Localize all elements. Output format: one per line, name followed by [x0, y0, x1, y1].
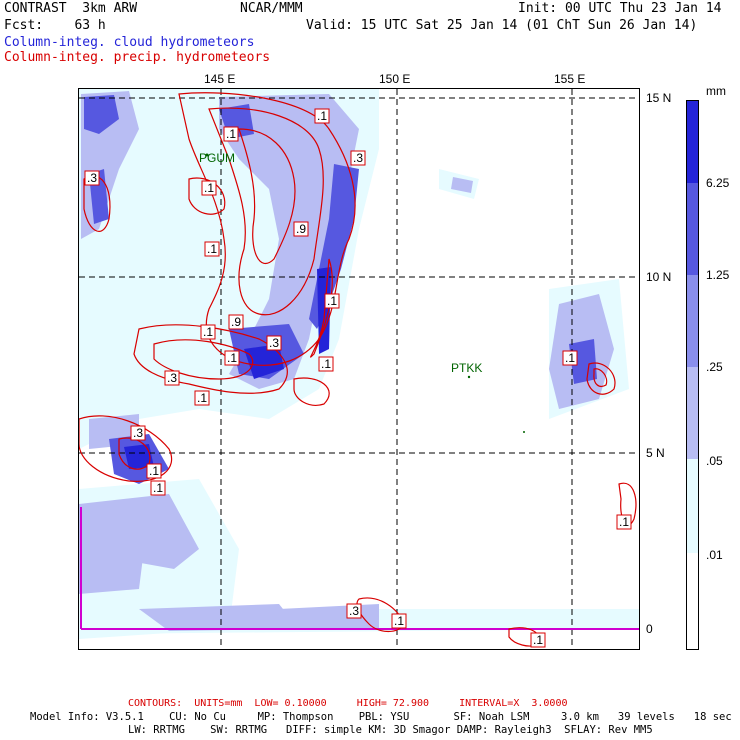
lat-label-5n: 5 N: [646, 446, 665, 460]
colorbar-segment: [687, 275, 698, 367]
contour-label: .1: [197, 391, 208, 405]
station-label-ptkk: PTKK: [451, 361, 483, 375]
lat-label-10n: 10 N: [646, 270, 672, 284]
model-info-line1: Model Info: V3.5.1 CU: No Cu MP: Thompso…: [30, 711, 732, 723]
contour-label: .3: [133, 426, 144, 440]
station-markers: [205, 153, 525, 433]
contour-label: .1: [533, 633, 544, 647]
model-title: CONTRAST 3km ARW: [4, 1, 138, 16]
contour-label: .1: [565, 351, 576, 365]
contour-label: .1: [207, 242, 218, 256]
colorbar-segment: [687, 553, 698, 649]
colorbar-label: .25: [706, 360, 723, 374]
contour-label: .1: [619, 515, 630, 529]
contour-label: .3: [87, 171, 98, 185]
colorbar: [686, 100, 699, 650]
domain-boundary: [80, 507, 639, 630]
contour-label: .3: [353, 151, 364, 165]
lat-label-0: 0: [646, 622, 653, 636]
colorbar-segment: [687, 101, 698, 183]
colorbar-segment: [687, 459, 698, 553]
contour-label: .1: [149, 464, 160, 478]
contour-label: .1: [227, 351, 238, 365]
contour-label: .1: [394, 614, 405, 628]
cloud-shading-medium: [79, 91, 614, 631]
colorbar-label: 6.25: [706, 176, 730, 190]
lat-label-15n: 15 N: [646, 91, 672, 105]
model-info-line2: LW: RRTMG SW: RRTMG DIFF: simple KM: 3D …: [128, 724, 653, 736]
colorbar-label: 1.25: [706, 268, 730, 282]
colorbar-label: .01: [706, 548, 723, 562]
map-panel: .1 .1 .3 .3 .1 .1 .9 .1 .1 .9 .3 .1 .1 .…: [78, 88, 640, 650]
contour-label: .3: [349, 604, 360, 618]
lon-label-145: 145 E: [204, 72, 236, 86]
forecast-hour: Fcst: 63 h: [4, 18, 106, 33]
colorbar-segment: [687, 367, 698, 459]
colorbar-unit: mm: [706, 84, 726, 98]
contour-info: CONTOURS: UNITS=mm LOW= 0.10000 HIGH= 72…: [128, 698, 568, 709]
init-time: Init: 00 UTC Thu 23 Jan 14: [518, 1, 722, 16]
lon-label-155: 155 E: [554, 72, 586, 86]
field-precip-label: Column-integ. precip. hydrometeors: [4, 50, 271, 65]
contour-label: .3: [167, 371, 178, 385]
map-canvas: [79, 89, 639, 649]
contour-label: .1: [327, 294, 338, 308]
lat-lon-grid: [79, 89, 639, 649]
colorbar-segment: [687, 183, 698, 275]
contour-label: .3: [269, 336, 280, 350]
contour-label: .9: [231, 315, 242, 329]
valid-time: Valid: 15 UTC Sat 25 Jan 14 (01 ChT Sun …: [306, 18, 698, 33]
contour-label: .1: [204, 181, 215, 195]
contour-label: .1: [203, 325, 214, 339]
contour-label: .1: [226, 127, 237, 141]
contour-label-boxes: [84, 108, 632, 648]
colorbar-label: .05: [706, 454, 723, 468]
lon-label-150: 150 E: [379, 72, 411, 86]
field-cloud-label: Column-integ. cloud hydrometeors: [4, 35, 255, 50]
contour-label: .1: [153, 481, 164, 495]
contour-label: .9: [296, 222, 307, 236]
contour-label: .1: [317, 109, 328, 123]
contour-label: .1: [321, 357, 332, 371]
institution: NCAR/MMM: [240, 1, 303, 16]
station-label-pgum: PGUM: [199, 151, 235, 165]
